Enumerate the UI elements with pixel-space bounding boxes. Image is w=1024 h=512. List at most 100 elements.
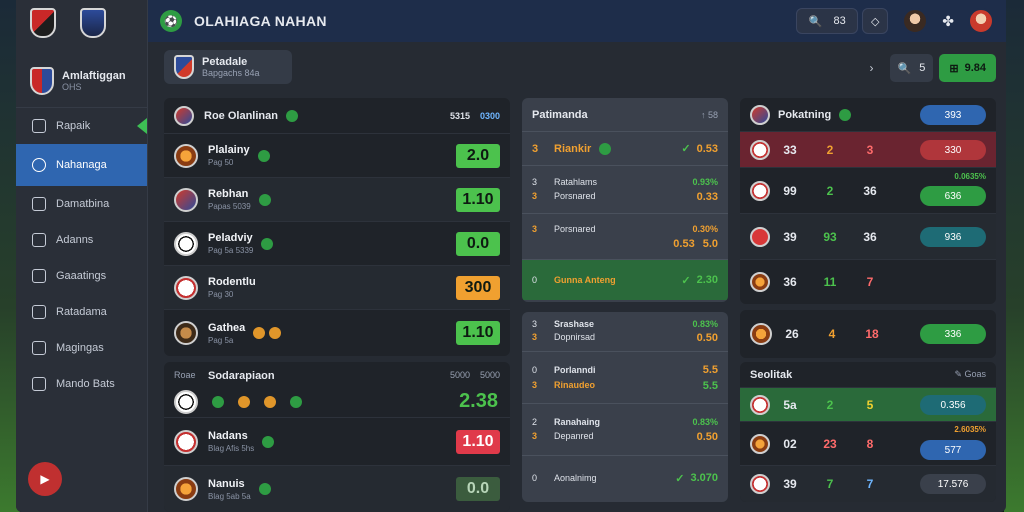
market-odds[interactable]: 2.30 [696, 274, 718, 286]
odds-button[interactable]: 300 [456, 276, 500, 300]
market-odds[interactable]: 0.50 [696, 430, 718, 443]
live-dot-icon [264, 396, 276, 408]
market-label: Porlanndi [554, 364, 596, 375]
table-row[interactable]: Peladviy Pag 5a 5339 0.0 [164, 222, 510, 266]
market-row[interactable]: 3 Riankir ✓ 0.53 [522, 132, 728, 166]
sidebar-item-2[interactable]: Damatbina [16, 186, 147, 222]
settings-icon[interactable]: ✤ [942, 12, 954, 29]
market-row[interactable]: 2 Ranahaing 0.83% 3 Depanred 0.50 [522, 404, 728, 456]
market-row[interactable]: 3 Srashase 0.83% 3 Dopnirsad 0.50 [522, 312, 728, 352]
sidebar-item-1[interactable]: Nahanaga [16, 144, 147, 186]
soccer-ball-icon[interactable]: ⚽ [160, 10, 182, 32]
help-button[interactable]: ▶ [28, 462, 62, 496]
standings-pill[interactable]: 330 [920, 140, 986, 160]
table-row[interactable]: Nanuis Blag 5ab 5a 0.0 [164, 466, 510, 512]
sidebar-item-7[interactable]: Mando Bats [16, 366, 147, 402]
chevron-right-icon[interactable]: › [869, 61, 874, 75]
market-row[interactable]: 0 Porlanndi 5.5 3 Rinaudeo 5.5 [522, 352, 728, 404]
sidebar-item-3[interactable]: Adanns [16, 222, 147, 258]
standings-pill[interactable]: 577 [920, 440, 986, 460]
standings-pill[interactable]: 936 [920, 227, 986, 247]
market-odds[interactable]: 5.5 [702, 363, 718, 376]
featured-match-row[interactable]: Roae Sodarapiaon 5000 5000 2.38 [164, 362, 510, 418]
avatar[interactable] [902, 8, 929, 34]
market-change: 0.30% [692, 223, 718, 234]
standings-pill[interactable]: 393 [920, 105, 986, 125]
sidebar-item-4[interactable]: Gaaatings [16, 258, 147, 294]
table-row[interactable]: Plalainy Pag 50 2.0 [164, 134, 510, 178]
app-window: Amlaftiggan OHS Rapaik Nahanaga Damatbin… [16, 0, 1006, 512]
featured-odds[interactable]: 2.38 [459, 390, 498, 412]
odds-button[interactable]: 0.0 [456, 477, 500, 501]
standings-row[interactable]: 26 4 18 336 [740, 310, 996, 358]
sidebar-team[interactable]: Amlaftiggan OHS [16, 54, 147, 108]
table-row[interactable]: Rodentlu Pag 30 300 [164, 266, 510, 310]
main-content: Petadale Bapgachs 84a › 🔍 5 ⊞ 9.84 Roe O… [164, 42, 996, 512]
standings-title: Pokatning [778, 108, 832, 121]
match-chip[interactable]: Petadale Bapgachs 84a [164, 50, 292, 84]
league-crest-icon[interactable] [80, 8, 106, 38]
team-badge-icon [174, 429, 198, 454]
club-crest-icon[interactable] [30, 8, 56, 38]
standings-row[interactable]: 39 93 36 936 [740, 214, 996, 260]
stat-c: 5 [866, 397, 874, 412]
odds-button[interactable]: 1.10 [456, 430, 500, 454]
market-odds[interactable]: 0.53 [673, 237, 695, 250]
market-row[interactable]: 0 Gunna Anteng ✓ 2.30 [522, 260, 728, 300]
featured-stat-b: 5000 [479, 370, 500, 380]
market-odds[interactable]: 3.070 [690, 472, 718, 484]
odds-button[interactable]: 0.0 [456, 232, 500, 256]
standings-pill[interactable]: 636 [920, 186, 986, 206]
market-index: 0 [532, 473, 538, 483]
team-badge-icon [750, 433, 770, 454]
table-row[interactable]: Gathea Pag 5a 1.10 [164, 310, 510, 356]
stat-c: 36 [863, 229, 877, 244]
filter-button[interactable]: ◇ [862, 8, 889, 34]
market-odds[interactable]: 0.53 [696, 142, 718, 155]
live-dot-icon [285, 109, 298, 122]
market-label: Gunna Anteng [554, 275, 616, 285]
bet-action-label: 9.84 [964, 62, 986, 74]
team-badge-icon [750, 226, 770, 247]
odds-button[interactable]: 2.0 [456, 144, 500, 168]
standings-row[interactable]: 02 23 8 2.6035% 577 [740, 422, 996, 466]
market-odds[interactable]: 0.50 [696, 332, 718, 344]
standings-row[interactable]: 39 7 7 17.576 [740, 466, 996, 502]
standings-pill[interactable]: 0.356 [920, 395, 986, 415]
bet-action-button[interactable]: ⊞ 9.84 [939, 54, 996, 82]
market-row[interactable]: 3 Ratahlams 0.93% 3 Porsnared 0.33 [522, 166, 728, 214]
odds-button[interactable]: 1.10 [456, 188, 500, 212]
market-odds[interactable]: 5.5 [702, 379, 718, 392]
standings-row[interactable]: 99 2 36 0.0635% 636 [740, 168, 996, 214]
standings-pill[interactable]: 336 [920, 324, 986, 344]
team-sub: Pag 30 [208, 290, 234, 299]
standings-pill[interactable]: 17.576 [920, 474, 986, 494]
market-row[interactable]: 0 Aonalnimg ✓ 3.070 [522, 456, 728, 500]
standings-row[interactable]: 5a 2 5 0.356 [740, 388, 996, 422]
search-button[interactable]: 🔍 83 [796, 8, 859, 34]
market-index: 2 [532, 416, 538, 427]
market-odds[interactable]: 0.33 [696, 190, 718, 203]
market-index: 3 [532, 430, 538, 441]
standings-row[interactable]: 33 2 3 330 [740, 132, 996, 168]
sidebar-item-6[interactable]: Magingas [16, 330, 147, 366]
team-name: Rodentlu [208, 276, 256, 288]
live-dot-icon [290, 396, 302, 408]
team-sub: OHS [62, 81, 82, 92]
table-row[interactable]: Nadans Blag Afis 5hs 1.10 [164, 418, 510, 466]
search-filter-button[interactable]: 🔍 5 [889, 54, 934, 82]
stat-c: 8 [866, 436, 874, 451]
table-row[interactable]: Rebhan Papas 5039 1.10 [164, 178, 510, 222]
market-row[interactable]: 3 Porsnared 0.30% 0.53 5.0 [522, 214, 728, 260]
live-dot-icon [258, 483, 271, 495]
sidebar-item-0[interactable]: Rapaik [16, 108, 147, 144]
market-odds[interactable]: 5.0 [702, 237, 718, 250]
square-icon [32, 377, 46, 391]
shield-icon [32, 119, 46, 133]
league-badge-icon [174, 105, 194, 126]
market-change: 0.83% [692, 416, 718, 427]
sidebar-item-5[interactable]: Ratadama [16, 294, 147, 330]
avatar-secondary[interactable] [968, 8, 994, 34]
odds-button[interactable]: 1.10 [456, 321, 500, 345]
standings-row[interactable]: 36 11 7 [740, 260, 996, 304]
